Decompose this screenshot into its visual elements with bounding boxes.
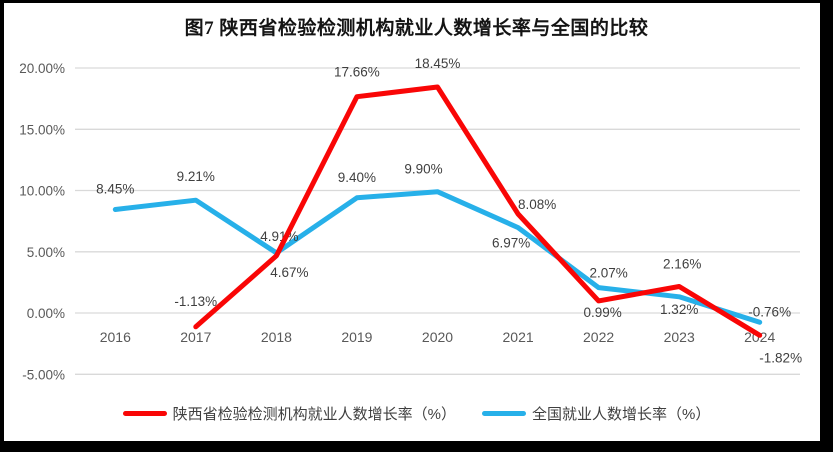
y-axis-labels: 20.00% 15.00% 10.00% 5.00% 0.00% -5.00%: [19, 61, 65, 382]
svg-text:2020: 2020: [422, 329, 453, 345]
data-label: 9.40%: [338, 170, 376, 185]
data-label: 4.91%: [260, 229, 298, 244]
legend-label-shaanxi: 陕西省检验检测机构就业人数增长率（%）: [172, 406, 456, 423]
data-label: 6.97%: [492, 236, 530, 251]
series-shaanxi: -1.13% 4.67% 17.66% 18.45% 8.08% 0.99% 2.16% -1…: [174, 56, 802, 365]
svg-text:10.00%: 10.00%: [19, 184, 65, 199]
svg-text:2022: 2022: [583, 329, 614, 345]
svg-text:2021: 2021: [503, 329, 534, 345]
svg-text:2016: 2016: [100, 329, 131, 345]
svg-text:2017: 2017: [180, 329, 211, 345]
chart-legend: 陕西省检验检测机构就业人数增长率（%） 全国就业人数增长率（%）: [0, 403, 833, 424]
data-label: 2.16%: [663, 257, 701, 272]
svg-text:2018: 2018: [261, 329, 292, 345]
svg-text:-5.00%: -5.00%: [22, 367, 65, 382]
svg-text:0.00%: 0.00%: [27, 306, 65, 321]
svg-text:2023: 2023: [664, 329, 695, 345]
chart-canvas: [4, 3, 820, 441]
data-label: 9.21%: [177, 169, 215, 184]
legend-swatch-red-line: [122, 411, 167, 416]
svg-text:20.00%: 20.00%: [19, 61, 65, 76]
legend-swatch-blue-line: [482, 411, 526, 416]
svg-text:2019: 2019: [341, 329, 372, 345]
data-label: 9.90%: [404, 162, 442, 177]
legend-item-national: 全国就业人数增长率（%）: [482, 403, 710, 424]
data-label: 8.45%: [96, 182, 134, 197]
data-label: 8.08%: [518, 197, 556, 212]
x-axis-labels: 2016 2017 2018 2019 2020 2021 2022 2023 2024: [100, 329, 776, 345]
data-label: -1.82%: [759, 350, 802, 365]
legend-item-shaanxi: 陕西省检验检测机构就业人数增长率（%）: [122, 403, 456, 424]
chart-title: 图7 陕西省检验检测机构就业人数增长率与全国的比较: [184, 18, 649, 39]
svg-text:5.00%: 5.00%: [27, 245, 65, 260]
series-line: [193, 84, 763, 338]
data-label: 2.07%: [589, 266, 627, 281]
data-label: 17.66%: [334, 65, 380, 80]
svg-text:15.00%: 15.00%: [19, 122, 65, 137]
data-label: 1.32%: [660, 302, 698, 317]
data-label: -1.13%: [174, 294, 217, 309]
data-label: 4.67%: [270, 265, 308, 280]
data-label: 0.99%: [583, 305, 621, 320]
legend-label-national: 全国就业人数增长率（%）: [532, 406, 711, 423]
data-label: 18.45%: [415, 56, 461, 71]
data-label: -0.76%: [748, 304, 791, 319]
